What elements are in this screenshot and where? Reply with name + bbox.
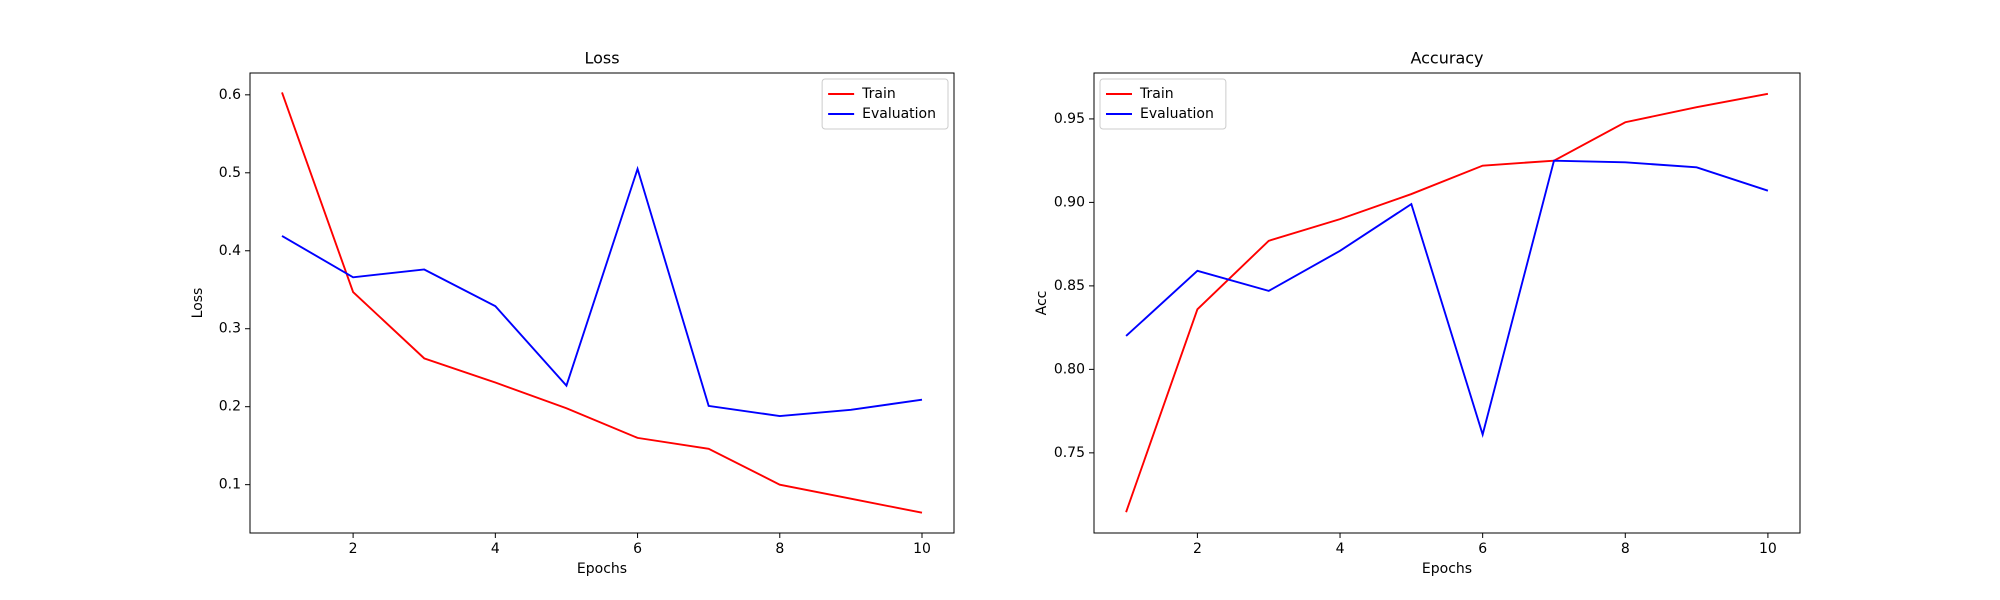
legend-label: Evaluation [1140, 106, 1214, 122]
x-tick-label: 8 [1621, 541, 1630, 557]
series-line [1125, 159, 1769, 438]
legend-label: Train [861, 86, 896, 102]
y-tick-label: 0.5 [219, 165, 241, 181]
y-tick-label: 0.80 [1054, 361, 1085, 377]
y-tick-label: 0.6 [219, 87, 241, 103]
x-tick-label: 4 [491, 541, 500, 557]
x-axis-label: Epochs [577, 561, 627, 577]
y-tick-label: 0.2 [219, 399, 241, 415]
x-tick-label: 6 [1478, 541, 1487, 557]
plot-frame [249, 72, 955, 534]
y-tick-label: 0.95 [1054, 111, 1085, 127]
chart-title: Loss [584, 49, 619, 68]
x-tick-label: 4 [1336, 541, 1345, 557]
series-line [281, 165, 923, 418]
legend-label: Train [1139, 86, 1174, 102]
y-tick-label: 0.3 [219, 321, 241, 337]
x-tick-label: 10 [913, 541, 931, 557]
legend-box [821, 78, 949, 130]
series-line [281, 92, 923, 514]
x-tick-label: 2 [1193, 541, 1202, 557]
y-tick-label: 0.4 [219, 243, 241, 259]
x-tick-label: 10 [1759, 541, 1777, 557]
x-tick-label: 2 [349, 541, 358, 557]
y-axis-label: Acc [1034, 291, 1050, 316]
y-axis-label: Loss [190, 288, 206, 319]
legend-label: Evaluation [862, 106, 936, 122]
x-tick-label: 6 [633, 541, 642, 557]
series-line [1125, 92, 1769, 513]
chart-title: Accuracy [1410, 49, 1483, 68]
plot-frame [1093, 72, 1801, 534]
legend-box [1099, 78, 1227, 130]
y-tick-label: 0.1 [219, 477, 241, 493]
y-tick-label: 0.75 [1054, 445, 1085, 461]
x-axis-label: Epochs [1422, 561, 1472, 577]
x-tick-label: 8 [775, 541, 784, 557]
y-tick-label: 0.85 [1054, 278, 1085, 294]
y-tick-label: 0.90 [1054, 194, 1085, 210]
